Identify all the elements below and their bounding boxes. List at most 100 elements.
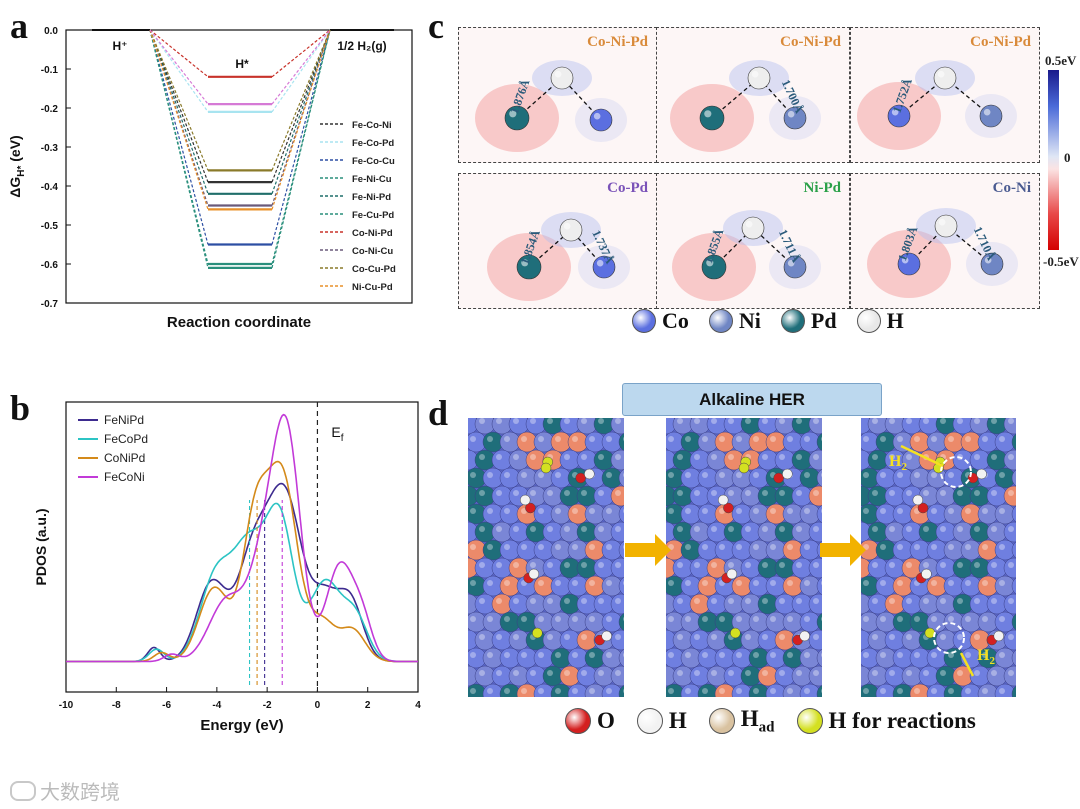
legend-d-swatch-icon — [796, 708, 823, 735]
slab-atom — [618, 505, 624, 523]
slab-atom-highlight — [728, 418, 734, 424]
slab-atom-highlight — [504, 436, 510, 442]
chart-a-connector — [271, 29, 331, 269]
slab-atom-highlight — [496, 454, 502, 460]
slab-atom — [610, 449, 624, 471]
slab-atom-highlight — [711, 418, 717, 424]
slab-atom-highlight — [897, 652, 903, 658]
slab-atom-highlight — [813, 490, 819, 496]
slab-atom-highlight — [677, 670, 683, 676]
slab-atom-highlight — [615, 562, 621, 568]
slab-atom-highlight — [555, 508, 561, 514]
chart-b-xtick-label: 4 — [415, 700, 421, 711]
slab-atom-highlight — [538, 472, 544, 478]
legend-d-label: O — [597, 708, 615, 734]
atom-sphere — [741, 216, 765, 240]
slab-atom-highlight — [931, 580, 937, 586]
slab-atom — [618, 649, 624, 667]
slab-atom-highlight — [496, 490, 502, 496]
slab-atom-highlight — [770, 436, 776, 442]
colorbar-mid-label: 0 — [1064, 150, 1071, 165]
slab-atom-highlight — [694, 634, 700, 640]
slab-atom-highlight — [948, 472, 954, 478]
slab-atom — [618, 577, 624, 595]
vacancy-marker — [940, 456, 972, 488]
adsorbate-atom — [730, 627, 741, 639]
chart-a-legend-label: Co-Ni-Pd — [352, 228, 393, 239]
slab-atom-highlight — [496, 562, 502, 568]
vacancy-marker — [933, 622, 965, 654]
slab-atom — [808, 557, 822, 579]
slab-atom-highlight — [940, 670, 946, 676]
slab-atom-highlight — [598, 418, 604, 424]
slab-atom — [816, 577, 822, 595]
slab-atom-highlight — [504, 508, 510, 514]
chart-b-fermi-label: Ef — [331, 424, 343, 444]
slab-atom-highlight — [940, 526, 946, 532]
slab-atom-highlight — [496, 634, 502, 640]
slab-atom-highlight — [513, 454, 519, 460]
charge-tile-plot: 1.803Å 1.710Å — [867, 208, 1018, 298]
slab-atom-highlight — [999, 436, 1005, 442]
slab-atom-highlight — [547, 526, 553, 532]
slab-atom-highlight — [685, 544, 691, 550]
chart-b-legend-label: FeNiPd — [104, 413, 144, 427]
slab-atom-highlight — [906, 418, 912, 424]
slab-atom-highlight — [872, 598, 878, 604]
slab-atom-highlight — [906, 562, 912, 568]
slab-atom-highlight — [487, 652, 493, 658]
legend-d-swatch-icon — [708, 708, 735, 735]
slab-atom-highlight — [479, 490, 485, 496]
charge-tile-plot: 1.700Å — [670, 60, 821, 152]
adsorbate-atom — [921, 568, 932, 580]
slab-atom-highlight — [606, 652, 612, 658]
slab-atom-highlight — [572, 544, 578, 550]
slab-atom-highlight — [538, 652, 544, 658]
slab-atom-highlight — [957, 670, 963, 676]
slab-atom-highlight — [685, 652, 691, 658]
chart-b-xlabel: Energy (eV) — [200, 717, 283, 734]
chart-a-connector — [149, 29, 209, 113]
chart-a-connector — [271, 29, 331, 183]
slab-atom — [1003, 449, 1016, 471]
slab-atom-highlight — [804, 580, 810, 586]
slab-atom-highlight — [948, 544, 954, 550]
slab-atom-highlight — [719, 652, 725, 658]
slab-atom — [1003, 521, 1016, 543]
slab-atom-highlight — [487, 544, 493, 550]
slab-atom-highlight — [711, 526, 717, 532]
slab-atom-highlight — [821, 580, 822, 586]
slab-atom-highlight — [914, 472, 920, 478]
slab-atoms: H2 H2 — [861, 418, 1016, 697]
slab-atom-highlight — [753, 472, 759, 478]
slab-atom-highlight — [623, 436, 624, 442]
slab-atom-highlight — [589, 580, 595, 586]
chart-b-curve-FeNiPd — [66, 482, 418, 663]
slab-atom-highlight — [804, 652, 810, 658]
h2-label-bottom: H2 — [977, 647, 995, 667]
slab-atom-highlight — [572, 652, 578, 658]
legend-d-item-2: Had — [708, 706, 775, 737]
chart-a-free-energy: 0.0 -0.1 -0.2 -0.3 -0.4 -0.5 -0.6 -0.7 ΔGH* (eV)… — [7, 26, 413, 330]
slab-atom-highlight — [804, 616, 810, 622]
slab-atom-highlight — [863, 436, 869, 442]
slab-atom-highlight — [923, 562, 929, 568]
slab-atom-highlight — [606, 544, 612, 550]
slab-atom-highlight — [762, 634, 768, 640]
slab-atom-highlight — [745, 562, 751, 568]
chart-a-xlabel: Reaction coordinate — [167, 314, 311, 330]
slab-atom-highlight — [711, 490, 717, 496]
slab-atom-highlight — [702, 652, 708, 658]
slab-atom-highlight — [530, 418, 536, 424]
slab-atom-highlight — [547, 670, 553, 676]
atom-highlight — [984, 256, 992, 264]
transition-arrow-1 — [625, 543, 659, 557]
slab-atom-highlight — [530, 526, 536, 532]
slab-atom-highlight — [906, 670, 912, 676]
chart-a-connector — [271, 29, 331, 171]
chart-b-xtick-label: -2 — [263, 700, 272, 711]
slab-atoms — [666, 418, 822, 697]
slab-atom-highlight — [521, 652, 527, 658]
slab-atom-highlight — [702, 508, 708, 514]
slab-atom — [1011, 577, 1016, 595]
